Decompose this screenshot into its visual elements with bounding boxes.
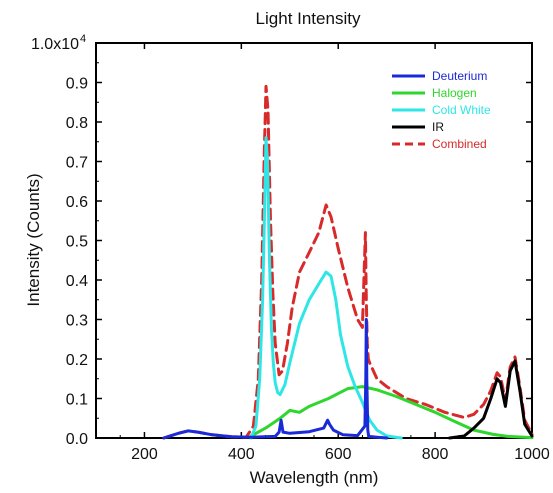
y-tick-label: 0.1: [66, 392, 88, 409]
x-tick-label: 400: [228, 446, 255, 463]
y-axis-label: Intensity (Counts): [24, 173, 43, 306]
y-tick-label: 0.7: [66, 155, 88, 172]
series-line-cold-white: [249, 136, 403, 440]
y-tick-label: 1.0x10: [31, 36, 79, 53]
y-tick-label: 0.4: [66, 273, 88, 290]
y-tick-label: 0.9: [66, 76, 88, 93]
series-line-halogen: [249, 385, 534, 440]
legend-label: Cold White: [432, 103, 491, 117]
y-top-exponent: 4: [80, 33, 86, 45]
legend: Deuterium Halogen Cold White IR Combined: [392, 69, 491, 151]
legend-label: Combined: [432, 137, 487, 151]
x-tick-label: 600: [325, 446, 352, 463]
y-tick-label: 0.3: [66, 313, 88, 330]
y-tick-label: 0.2: [66, 352, 88, 369]
series-line-ir: [448, 359, 534, 440]
y-axis: 0.0 0.1 0.2 0.3 0.4 0.5 0.6 0.7 0.8 0.9 1.0x10 4: [31, 33, 532, 448]
chart-title: Light Intensity: [256, 9, 361, 28]
series-line-deuterium: [162, 318, 389, 440]
x-axis-label: Wavelength (nm): [250, 468, 379, 487]
x-tick-label: 200: [131, 446, 158, 463]
legend-label: Deuterium: [432, 69, 487, 83]
series-layer: [162, 84, 534, 440]
y-tick-label: 0.6: [66, 194, 88, 211]
legend-label: Halogen: [432, 86, 477, 100]
legend-label: IR: [432, 120, 444, 134]
x-tick-label: 800: [422, 446, 449, 463]
y-tick-label: 0.8: [66, 115, 88, 132]
y-tick-label: 0.0: [66, 431, 88, 448]
x-tick-label: 1000: [514, 446, 550, 463]
y-tick-label: 0.5: [66, 234, 88, 251]
